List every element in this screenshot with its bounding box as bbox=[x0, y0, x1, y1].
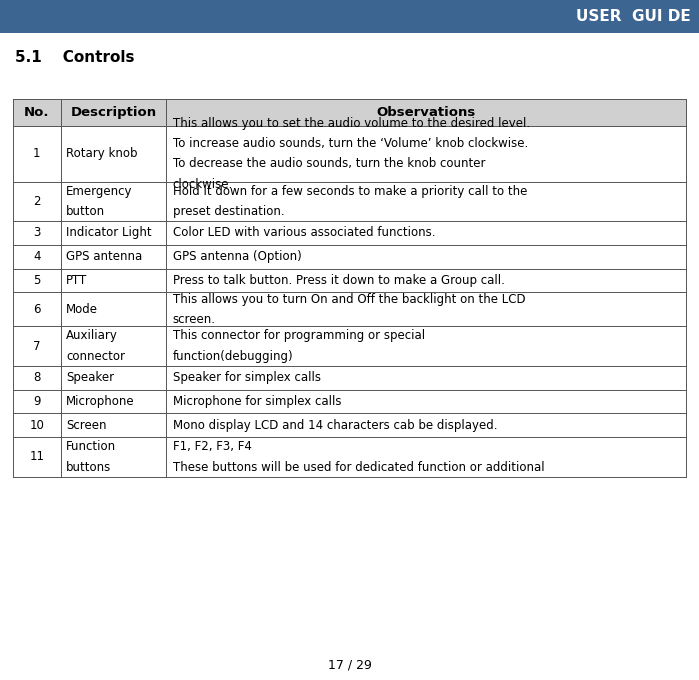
Bar bbox=[13, 390, 686, 413]
Bar bbox=[13, 221, 686, 245]
Text: GPS antenna (Option): GPS antenna (Option) bbox=[173, 250, 301, 263]
Text: Mono display LCD and 14 characters cab be displayed.: Mono display LCD and 14 characters cab b… bbox=[173, 419, 497, 432]
Text: 4: 4 bbox=[33, 250, 41, 263]
Text: This allows you to turn On and Off the backlight on the LCD: This allows you to turn On and Off the b… bbox=[173, 292, 525, 306]
Text: Observations: Observations bbox=[376, 105, 475, 119]
Text: button: button bbox=[66, 205, 105, 218]
Text: Microphone: Microphone bbox=[66, 395, 135, 408]
Text: PTT: PTT bbox=[66, 274, 87, 287]
Text: This connector for programming or special: This connector for programming or specia… bbox=[173, 329, 425, 343]
Text: Description: Description bbox=[71, 105, 157, 119]
Bar bbox=[0, 0, 699, 33]
Text: Speaker for simplex calls: Speaker for simplex calls bbox=[173, 371, 321, 384]
Bar bbox=[13, 292, 686, 326]
Text: 2: 2 bbox=[33, 194, 41, 208]
Text: Microphone for simplex calls: Microphone for simplex calls bbox=[173, 395, 341, 408]
Text: To decrease the audio sounds, turn the knob counter: To decrease the audio sounds, turn the k… bbox=[173, 157, 485, 171]
Text: buttons: buttons bbox=[66, 460, 111, 474]
Text: connector: connector bbox=[66, 350, 125, 363]
Bar bbox=[13, 182, 686, 221]
Text: Emergency: Emergency bbox=[66, 184, 133, 198]
Bar bbox=[13, 99, 686, 126]
Text: Indicator Light: Indicator Light bbox=[66, 226, 152, 239]
Text: 5.1    Controls: 5.1 Controls bbox=[15, 50, 135, 65]
Bar bbox=[13, 126, 686, 182]
Bar bbox=[13, 437, 686, 477]
Bar bbox=[13, 366, 686, 390]
Text: Speaker: Speaker bbox=[66, 371, 114, 384]
Text: 1: 1 bbox=[33, 147, 41, 160]
Bar bbox=[13, 326, 686, 366]
Text: Rotary knob: Rotary knob bbox=[66, 147, 138, 160]
Text: 11: 11 bbox=[29, 450, 44, 464]
Bar bbox=[13, 269, 686, 292]
Text: 6: 6 bbox=[33, 303, 41, 316]
Text: Mode: Mode bbox=[66, 303, 98, 316]
Text: Screen: Screen bbox=[66, 419, 106, 432]
Text: Auxiliary: Auxiliary bbox=[66, 329, 118, 343]
Text: To increase audio sounds, turn the ‘Volume’ knob clockwise.: To increase audio sounds, turn the ‘Volu… bbox=[173, 137, 528, 150]
Text: 10: 10 bbox=[29, 419, 44, 432]
Text: USER  GUI DE: USER GUI DE bbox=[576, 9, 691, 24]
Text: GPS antenna: GPS antenna bbox=[66, 250, 142, 263]
Text: Press to talk button. Press it down to make a Group call.: Press to talk button. Press it down to m… bbox=[173, 274, 505, 287]
Text: 3: 3 bbox=[33, 226, 41, 239]
Bar bbox=[13, 245, 686, 269]
Text: screen.: screen. bbox=[173, 313, 215, 326]
Bar bbox=[13, 413, 686, 437]
Text: 9: 9 bbox=[33, 395, 41, 408]
Text: These buttons will be used for dedicated function or additional: These buttons will be used for dedicated… bbox=[173, 460, 544, 474]
Text: 5: 5 bbox=[33, 274, 41, 287]
Text: Hold it down for a few seconds to make a priority call to the: Hold it down for a few seconds to make a… bbox=[173, 184, 527, 198]
Text: Function: Function bbox=[66, 440, 116, 454]
Text: clockwise.: clockwise. bbox=[173, 177, 233, 191]
Text: 17 / 29: 17 / 29 bbox=[328, 658, 371, 672]
Text: 7: 7 bbox=[33, 339, 41, 353]
Text: This allows you to set the audio volume to the desired level.: This allows you to set the audio volume … bbox=[173, 116, 530, 130]
Text: preset destination.: preset destination. bbox=[173, 205, 284, 218]
Text: F1, F2, F3, F4: F1, F2, F3, F4 bbox=[173, 440, 252, 454]
Text: Color LED with various associated functions.: Color LED with various associated functi… bbox=[173, 226, 435, 239]
Text: function(debugging): function(debugging) bbox=[173, 350, 293, 363]
Text: No.: No. bbox=[24, 105, 50, 119]
Text: 8: 8 bbox=[33, 371, 41, 384]
